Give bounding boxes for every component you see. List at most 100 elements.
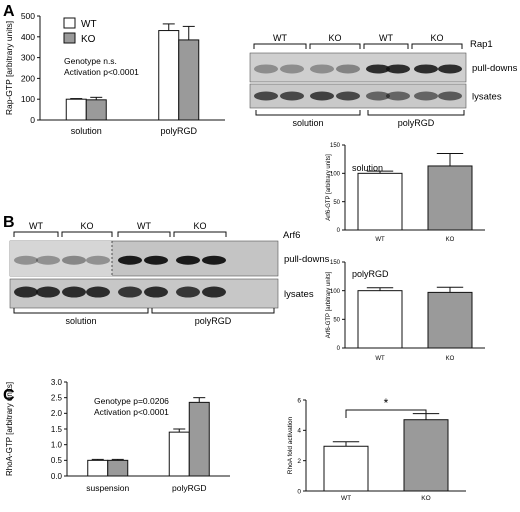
band — [118, 286, 142, 298]
band — [36, 286, 60, 298]
group-bracket — [253, 43, 307, 49]
condition-bracket — [13, 308, 149, 314]
panel-label-a: A — [3, 3, 15, 20]
band — [254, 64, 278, 74]
band — [14, 255, 38, 265]
condition-bracket — [151, 308, 275, 314]
y-tick-label: 50 — [333, 317, 340, 323]
significance-star: * — [384, 396, 389, 410]
group-bracket — [173, 231, 227, 237]
y-tick-label: 500 — [21, 11, 35, 21]
activation-stat: Activation p<0.0001 — [64, 67, 139, 77]
group-label: WT — [137, 221, 151, 231]
rhoa-gtp-bar-chart: 0.0 0.5 1.0 1.5 2.0 2.5 3.0 RhoA-GTP [arbitrary… — [5, 378, 230, 493]
condition-bracket — [255, 110, 361, 116]
bar-0-0 — [87, 459, 109, 477]
group-bracket — [61, 231, 113, 237]
bar-0-1 — [403, 419, 449, 492]
group-bracket — [117, 231, 171, 237]
panel-label-b: B — [3, 214, 15, 231]
bar-1-0 — [107, 459, 129, 477]
x-tick-label: KO — [446, 356, 455, 362]
x-tick-label: WT — [375, 237, 385, 243]
legend-swatch-wt — [63, 17, 76, 29]
significance-bracket — [345, 409, 427, 418]
blot-row-label: lysates — [472, 92, 502, 103]
rap-gtp-bar-chart: 0 100 200 300 400 500 Rap-GTP [arbitrary units… — [4, 11, 225, 136]
group-bracket — [13, 231, 59, 237]
band — [438, 64, 462, 74]
band — [144, 286, 168, 298]
group-label: KO — [80, 221, 93, 231]
group-label: WT — [29, 221, 43, 231]
y-tick-label: 4 — [297, 428, 301, 435]
blot-panel-left — [10, 241, 112, 276]
bar-0-0 — [323, 445, 369, 492]
group-label: KO — [328, 33, 341, 43]
group-label: WT — [379, 33, 393, 43]
y-tick-label: 150 — [330, 260, 341, 266]
group-label: KO — [193, 221, 206, 231]
band — [438, 91, 462, 101]
bar-0-0 — [65, 98, 87, 121]
bar-0-0 — [357, 290, 403, 349]
y-tick-label: 3.0 — [51, 378, 63, 387]
rap1-western-blot: WT KO WT KO Rap1 pull-downs lysates solution pol… — [249, 33, 518, 128]
y-tick-label: 2.0 — [51, 409, 63, 418]
legend-label-wt: WT — [81, 19, 97, 30]
arf6-polyrgd-bar-chart: 0 50 100 150 Arf6-GTP [arbitrary units] WT KO p… — [326, 260, 485, 362]
protein-label: Rap1 — [470, 39, 493, 50]
x-tick-label: polyRGD — [172, 483, 206, 493]
condition-label: polyRGD — [398, 118, 435, 128]
band — [144, 255, 168, 265]
band — [386, 91, 410, 101]
x-tick-label: polyRGD — [160, 126, 197, 136]
protein-label: Arf6 — [283, 230, 300, 241]
condition-label: solution — [65, 316, 96, 326]
y-axis-label: Rap-GTP [arbitrary units] — [4, 21, 14, 115]
chart-title: polyRGD — [352, 269, 389, 279]
group-bracket — [363, 43, 409, 49]
bar-0-1 — [427, 165, 473, 231]
y-tick-label: 0 — [337, 228, 341, 234]
band — [366, 64, 390, 74]
band — [62, 286, 86, 298]
y-tick-label: 1.0 — [51, 440, 63, 449]
band — [280, 64, 304, 74]
band — [62, 255, 86, 265]
y-tick-label: 0.5 — [51, 456, 63, 465]
y-tick-label: 150 — [330, 143, 341, 149]
band — [176, 286, 200, 298]
y-tick-label: 1.5 — [51, 425, 63, 434]
band — [414, 64, 438, 74]
band — [254, 91, 278, 101]
genotype-stat: Genotype n.s. — [64, 56, 117, 66]
y-tick-label: 2 — [297, 458, 301, 465]
x-tick-label: suspension — [86, 483, 129, 493]
y-tick-label: 0.0 — [51, 472, 63, 481]
condition-label: solution — [292, 118, 323, 128]
rhoa-fold-bar-chart: 0 2 4 6 RhoA fold activation WT KO * — [287, 396, 466, 502]
y-axis-label: Arf6-GTP [arbitrary units] — [326, 154, 332, 221]
arf6-western-blot: WT KO WT KO Arf6 pull-downs lysates solution pol… — [9, 221, 330, 326]
bar-1-1 — [178, 39, 200, 121]
bar-1-1 — [188, 401, 210, 477]
genotype-stat: Genotype p=0.0206 — [94, 396, 169, 406]
legend-label-ko: KO — [81, 34, 96, 45]
bar-1-0 — [85, 99, 107, 121]
bar-0-0 — [357, 172, 403, 231]
bar-0-1 — [158, 30, 180, 121]
band — [310, 91, 334, 101]
group-bracket — [411, 43, 463, 49]
band — [336, 91, 360, 101]
band — [280, 91, 304, 101]
y-tick-label: 2.5 — [51, 393, 63, 402]
panel-label-c: C — [3, 387, 15, 404]
group-label: KO — [430, 33, 443, 43]
arf6-solution-bar-chart: 0 50 100 150 Arf6-GTP [arbitrary units] WT KO s… — [326, 143, 485, 243]
band — [36, 255, 60, 265]
band — [202, 255, 226, 265]
group-label: WT — [273, 33, 287, 43]
bar-0-1 — [427, 291, 473, 349]
